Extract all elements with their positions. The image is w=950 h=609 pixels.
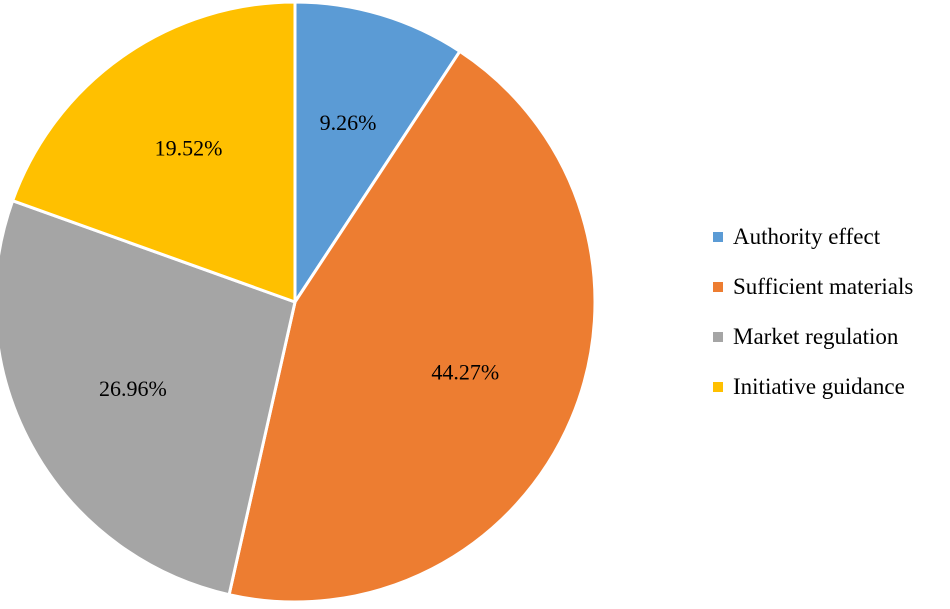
legend-item-market-regulation: Market regulation [713,312,950,362]
pie-slice-initiative-guidance [11,0,297,304]
legend: Authority effect Sufficient materials Ma… [713,212,950,412]
data-label-market-regulation: 26.96% [99,376,167,401]
legend-label: Sufficient materials [733,274,914,299]
pie-slice-market-regulation [0,199,297,597]
pie-slices [0,0,597,604]
pie-slice-sufficient-materials [227,49,597,604]
legend-swatch [713,382,723,392]
pie-data-labels: 9.26% 44.27% 26.96% 19.52% [99,110,499,401]
legend-swatch [713,332,723,342]
data-label-sufficient-materials: 44.27% [431,359,499,384]
legend-swatch [713,282,723,292]
data-label-authority-effect: 9.26% [320,110,377,135]
legend-label: Authority effect [733,224,881,249]
legend-label: Initiative guidance [733,374,905,399]
legend-item-initiative-guidance: Initiative guidance [713,362,950,412]
legend-item-sufficient-materials: Sufficient materials [713,262,950,312]
pie-slice-authority-effect [293,0,462,304]
legend-item-authority-effect: Authority effect [713,212,950,262]
legend-swatch [713,232,723,242]
legend-label: Market regulation [733,324,899,349]
data-label-initiative-guidance: 19.52% [155,136,223,161]
